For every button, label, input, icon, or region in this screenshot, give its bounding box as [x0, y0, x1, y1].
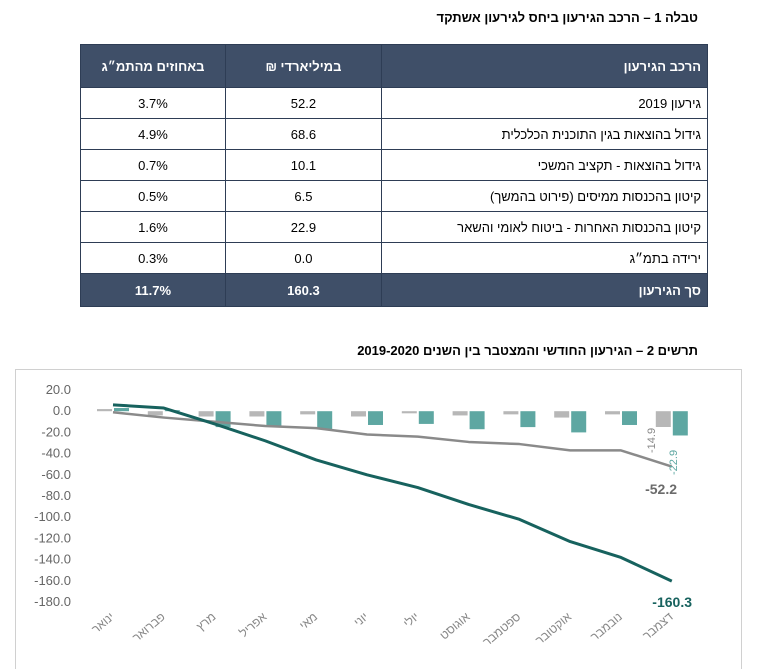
- bar-2019: [97, 409, 112, 412]
- y-tick-label: -20.0: [41, 424, 71, 439]
- row-value: 22.9: [224, 211, 382, 243]
- data-label-2019-total: -52.2: [645, 481, 677, 497]
- data-label-2020-total: -160.3: [652, 594, 692, 610]
- bar-2020: [622, 411, 637, 425]
- table-total-row: סך הגירעון 160.3 11.7%: [80, 273, 709, 307]
- bar-2019: [605, 411, 620, 415]
- bar-2020: [368, 411, 383, 425]
- row-pct: 0.3%: [80, 242, 226, 274]
- y-tick-label: 0.0: [53, 403, 71, 418]
- x-tick-label: אוגוסט: [437, 609, 473, 642]
- y-tick-label: -120.0: [34, 530, 71, 545]
- y-tick-label: -40.0: [41, 446, 71, 461]
- row-name: גידול בהוצאות - תקציב המשכי: [380, 149, 709, 181]
- row-value: 6.5: [224, 180, 382, 212]
- x-tick-label: מאי: [297, 610, 320, 633]
- row-name: גירעון 2019: [380, 87, 709, 119]
- x-tick-label: ינואר: [89, 610, 117, 637]
- x-tick-label: דצמבר: [640, 609, 676, 642]
- bar-2020: [266, 411, 282, 427]
- bar-2019: [503, 411, 519, 415]
- y-tick-label: -80.0: [41, 488, 71, 503]
- row-pct: 3.7%: [80, 87, 226, 119]
- total-pct: 11.7%: [80, 273, 226, 307]
- table-row: קיטון בהכנסות האחרות - ביטוח לאומי והשאר…: [80, 211, 709, 243]
- row-name: גידול בהוצאות בגין התוכנית הכלכלית: [380, 118, 709, 150]
- table-title: טבלה 1 – הרכב הגירעון ביחס לגירעון אשתקד: [436, 10, 699, 25]
- y-tick-label: -140.0: [34, 552, 71, 567]
- header-gdp-percent: באחוזים מהתמ״ג: [80, 44, 226, 88]
- chart-title: תרשים 2 – הגירעון החודשי והמצטבר בין השנ…: [357, 343, 698, 358]
- x-tick-label: אפריל: [237, 609, 270, 640]
- bar-2019: [351, 411, 366, 417]
- x-tick-label: יולי: [401, 610, 422, 631]
- total-value: 160.3: [224, 273, 382, 307]
- table-row: גירעון 2019 52.2 3.7%: [80, 87, 709, 119]
- table-row: גידול בהוצאות בגין התוכנית הכלכלית 68.6 …: [80, 118, 709, 150]
- bar-2019: [300, 411, 316, 415]
- x-tick-label: אוקטובר: [533, 609, 575, 647]
- line-cumulative-2019: [112, 411, 673, 468]
- data-label-2019-dec-bar: -14.9: [646, 428, 658, 453]
- bar-2019: [249, 411, 265, 417]
- bar-2019: [401, 411, 417, 414]
- row-value: 10.1: [224, 149, 382, 181]
- table-row: גידול בהוצאות - תקציב המשכי 10.1 0.7%: [80, 149, 709, 181]
- row-name: קיטון בהכנסות האחרות - ביטוח לאומי והשאר: [380, 211, 709, 243]
- bar-2020: [317, 411, 333, 430]
- bar-2020: [672, 411, 688, 436]
- y-tick-label: -60.0: [41, 467, 71, 482]
- bar-2020: [418, 411, 434, 424]
- row-value: 68.6: [224, 118, 382, 150]
- y-tick-label: -100.0: [34, 509, 71, 524]
- bar-2020: [520, 411, 536, 428]
- bar-2019: [147, 411, 163, 416]
- line-cumulative-2020: [112, 403, 673, 583]
- bar-2020: [114, 408, 129, 412]
- header-composition: הרכב הגירעון: [380, 44, 709, 88]
- bar-2019: [655, 411, 671, 427]
- row-name: קיטון בהכנסות ממיסים (פירוט בהמשך): [380, 180, 709, 212]
- table-row: קיטון בהכנסות ממיסים (פירוט בהמשך) 6.5 0…: [80, 180, 709, 212]
- bar-2019: [554, 411, 570, 418]
- data-label-2020-dec-bar: -22.9: [668, 450, 680, 475]
- bar-2019: [198, 411, 214, 417]
- x-tick-label: נובמבר: [588, 610, 625, 644]
- x-tick-label: ספטמבר: [480, 609, 523, 649]
- y-tick-label: -180.0: [34, 594, 71, 609]
- x-tick-label: יוני: [351, 610, 371, 630]
- deficit-table: הרכב הגירעון במיליארדי ₪ באחוזים מהתמ״ג …: [80, 44, 709, 307]
- x-tick-label: מרץ: [194, 610, 219, 634]
- y-tick-label: -160.0: [34, 573, 71, 588]
- total-name: סך הגירעון: [380, 273, 709, 307]
- chart-frame: [15, 369, 742, 669]
- row-pct: 0.7%: [80, 149, 226, 181]
- bar-2020: [571, 411, 587, 433]
- bar-2019: [452, 411, 468, 416]
- y-tick-label: 20.0: [46, 382, 71, 397]
- bar-2020: [469, 411, 485, 430]
- x-tick-label: פברואר: [130, 610, 168, 645]
- table-header-row: הרכב הגירעון במיליארדי ₪ באחוזים מהתמ״ג: [80, 44, 709, 88]
